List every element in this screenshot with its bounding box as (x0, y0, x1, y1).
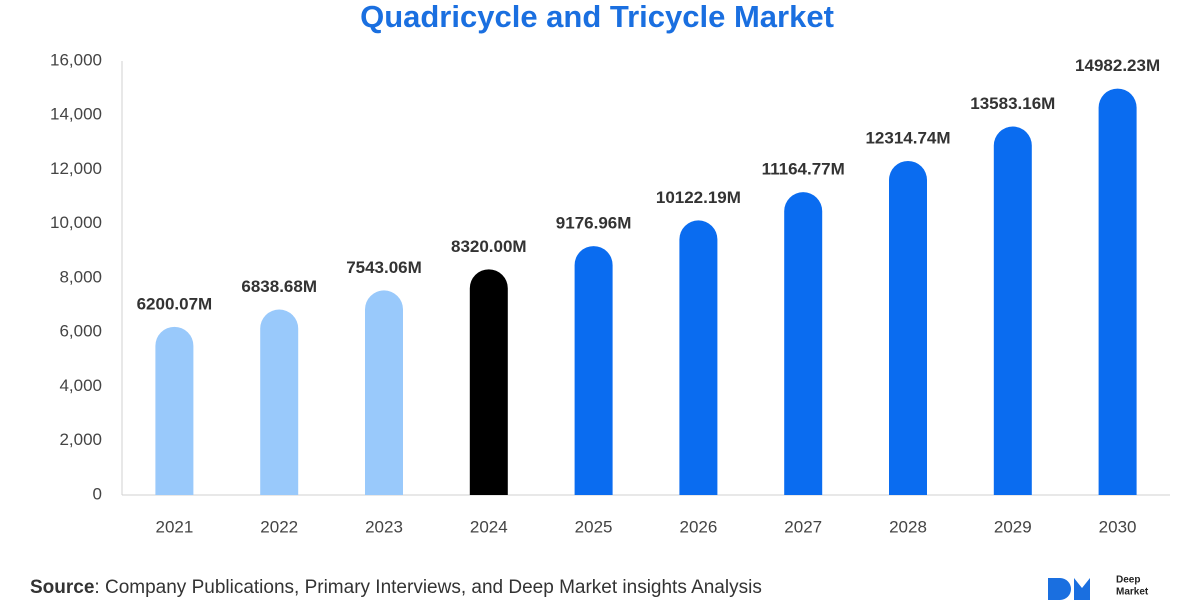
y-tick-label: 0 (93, 484, 102, 503)
y-tick-label: 10,000 (50, 213, 102, 232)
y-tick-label: 16,000 (50, 50, 102, 69)
y-tick-label: 14,000 (50, 105, 102, 124)
x-tick-label: 2027 (784, 517, 822, 536)
value-label: 10122.19M (656, 188, 741, 207)
x-tick-label: 2024 (470, 517, 508, 536)
y-tick-label: 6,000 (59, 322, 102, 341)
bar (1098, 88, 1137, 496)
chart-title: Quadricycle and Tricycle Market (360, 0, 834, 34)
x-tick-label: 2028 (889, 517, 927, 536)
value-label: 12314.74M (865, 128, 950, 147)
bar (155, 326, 194, 495)
logo: Deep Market (1048, 575, 1149, 600)
x-tick-label: 2021 (155, 517, 193, 536)
bar (260, 309, 299, 495)
value-label: 6200.07M (137, 294, 213, 313)
x-tick-label: 2026 (679, 517, 717, 536)
value-label: 6838.68M (241, 277, 317, 296)
bar (784, 192, 823, 495)
value-label: 9176.96M (556, 214, 632, 233)
y-tick-label: 8,000 (59, 267, 102, 286)
bar (574, 246, 613, 495)
source-label: Source (30, 577, 94, 598)
value-label: 8320.00M (451, 237, 527, 256)
y-tick-label: 2,000 (59, 430, 102, 449)
bar (365, 290, 403, 495)
x-tick-label: 2029 (994, 517, 1032, 536)
source-text: : Company Publications, Primary Intervie… (94, 577, 761, 598)
source-note: Source: Company Publications, Primary In… (30, 577, 762, 598)
x-tick-label: 2022 (260, 517, 298, 536)
logo-icon (1048, 578, 1071, 600)
bar (993, 126, 1032, 495)
y-tick-label: 4,000 (59, 376, 102, 395)
logo-text: Deep (1116, 575, 1140, 586)
bar (679, 220, 718, 495)
x-tick-label: 2025 (575, 517, 613, 536)
value-label: 11164.77M (762, 160, 845, 179)
value-label: 13583.16M (970, 94, 1055, 113)
bar (469, 269, 508, 495)
x-tick-label: 2023 (365, 517, 403, 536)
y-tick-label: 12,000 (50, 159, 102, 178)
logo-icon (1074, 578, 1090, 600)
value-label: 14982.23M (1075, 56, 1160, 75)
x-tick-label: 2030 (1099, 517, 1137, 536)
value-label: 7543.06M (346, 258, 422, 277)
bar (889, 160, 927, 495)
logo-text: Market (1116, 587, 1149, 598)
